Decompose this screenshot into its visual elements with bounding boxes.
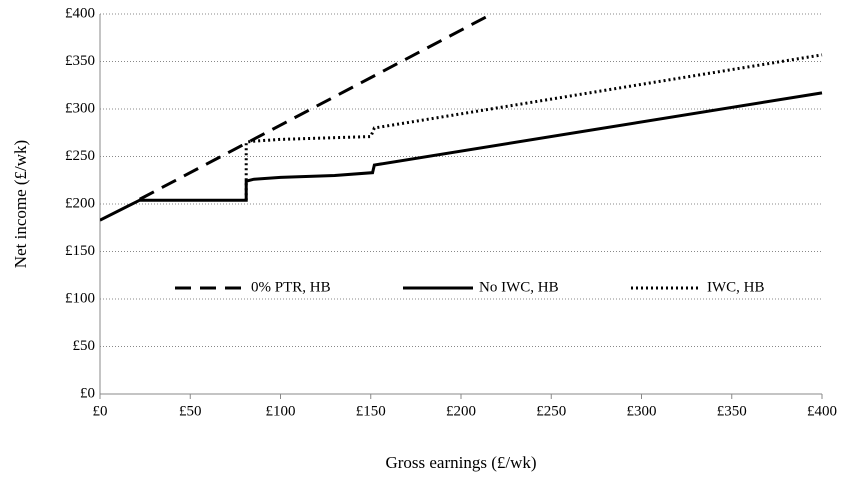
legend-label: 0% PTR, HB [251,279,331,295]
x-tick-label: £350 [717,403,747,419]
y-tick-label: £250 [65,148,95,164]
x-tick-label: £300 [627,403,657,419]
y-tick-label: £100 [65,290,95,306]
x-tick-label: £200 [446,403,476,419]
x-axis-title: Gross earnings (£/wk) [385,453,536,472]
series-line [244,53,823,201]
x-tick-label: £0 [93,403,108,419]
y-tick-label: £150 [65,243,95,259]
x-tick-label: £400 [807,403,837,419]
legend-label: No IWC, HB [479,279,559,295]
legend: 0% PTR, HB No IWC, HB IWC, HB [175,279,765,295]
y-tick-label: £400 [65,5,95,21]
x-tick-label: £100 [266,403,296,419]
y-axis-title: Net income (£/wk) [11,140,30,268]
y-tick-label: £200 [65,195,95,211]
x-tick-label: £50 [179,403,202,419]
y-tick-label: £300 [65,100,95,116]
y-tick-label: £350 [65,53,95,69]
y-tick-label: £0 [80,385,95,401]
y-tick-label: £50 [73,338,96,354]
x-tick-label: £150 [356,403,386,419]
series-line [100,91,823,222]
x-tick-label: £250 [536,403,566,419]
series-line [139,12,493,201]
legend-label: IWC, HB [707,279,765,295]
